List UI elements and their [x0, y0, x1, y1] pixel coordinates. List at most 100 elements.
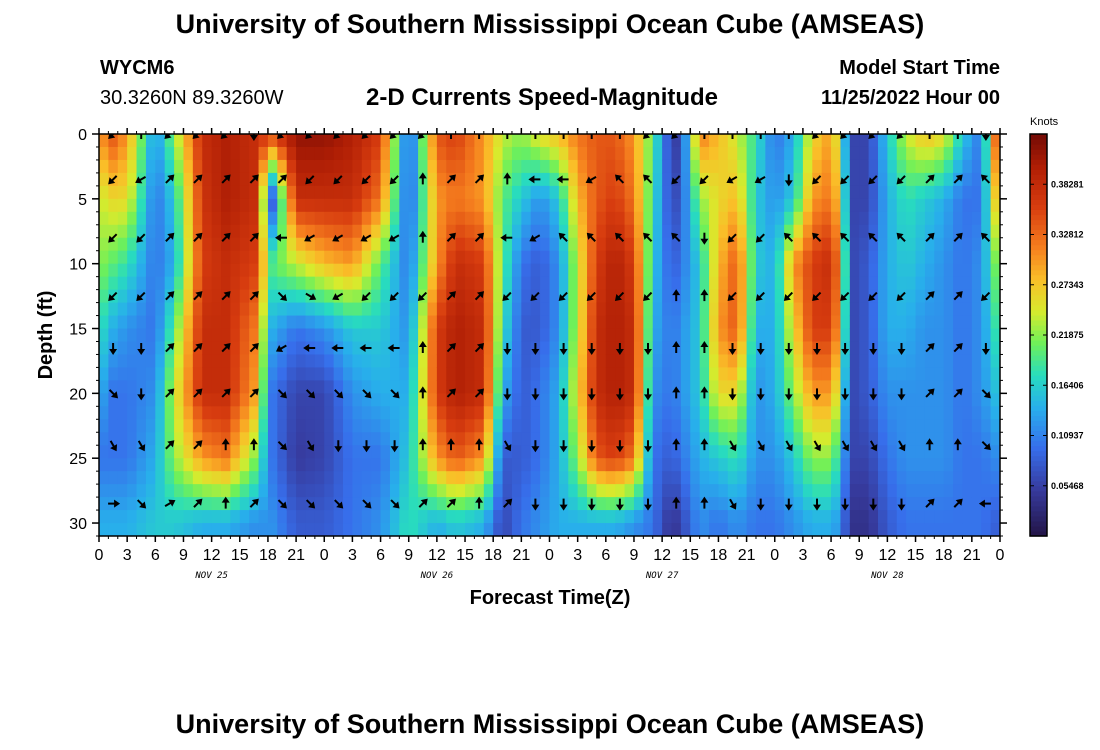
- heatmap-cell: [765, 406, 776, 420]
- heatmap-cell: [136, 458, 147, 472]
- heatmap-cell: [821, 315, 832, 330]
- heatmap-cell: [136, 250, 147, 265]
- heatmap-cell: [474, 419, 485, 433]
- heatmap-cell: [521, 471, 532, 485]
- heatmap-cell: [202, 237, 213, 252]
- heatmap-cell: [990, 484, 1000, 498]
- current-vector-arrow: [868, 232, 878, 242]
- current-vector-arrow: [109, 343, 118, 355]
- heatmap-cell: [521, 302, 532, 317]
- heatmap-cell: [981, 419, 992, 433]
- current-vector-arrow: [390, 440, 399, 453]
- heatmap-cell: [633, 198, 644, 213]
- heatmap-cell: [906, 497, 917, 511]
- heatmap-cell: [99, 432, 109, 446]
- heatmap-cell: [371, 263, 382, 278]
- heatmap-cell: [117, 393, 128, 407]
- heatmap-cell: [849, 146, 860, 161]
- heatmap-cell: [436, 250, 447, 265]
- heatmap-cell: [521, 159, 532, 174]
- heatmap-cell: [117, 224, 128, 239]
- heatmap-cell: [633, 380, 644, 394]
- heatmap-cell: [371, 159, 382, 174]
- heatmap-cell: [108, 484, 119, 498]
- current-vector-arrow: [275, 344, 287, 352]
- heatmap-cell: [108, 354, 119, 369]
- heatmap-cell: [887, 484, 898, 498]
- heatmap-cell: [652, 497, 663, 511]
- heatmap-cell: [483, 224, 494, 239]
- heatmap-cell: [361, 523, 372, 536]
- heatmap-cell: [511, 237, 522, 252]
- heatmap-cell: [371, 510, 382, 524]
- heatmap-cell: [943, 341, 954, 356]
- heatmap-cell: [821, 250, 832, 265]
- current-vector-arrow: [700, 232, 709, 245]
- heatmap-cell: [906, 419, 917, 433]
- heatmap-cell: [324, 198, 335, 213]
- x-tick-label: 18: [710, 547, 728, 564]
- heatmap-cell: [671, 134, 682, 148]
- heatmap-cell: [549, 380, 560, 394]
- heatmap-cell: [774, 185, 785, 200]
- heatmap-cell: [286, 237, 297, 252]
- heatmap-cell: [502, 263, 513, 278]
- colorbar-segment: [1030, 159, 1047, 165]
- heatmap-cell: [633, 159, 644, 174]
- heatmap-cell: [493, 432, 504, 446]
- heatmap-cell: [859, 484, 870, 498]
- heatmap-cell: [502, 276, 513, 291]
- heatmap-cell: [558, 185, 569, 200]
- heatmap-cell: [455, 134, 466, 148]
- heatmap-cell: [324, 510, 335, 524]
- heatmap-cell: [164, 185, 175, 200]
- heatmap-cell: [511, 406, 522, 420]
- heatmap-cell: [296, 510, 307, 524]
- heatmap-cell: [746, 185, 757, 200]
- heatmap-cell: [990, 380, 1000, 394]
- heatmap-cell: [671, 198, 682, 213]
- heatmap-cell: [352, 224, 363, 239]
- x-tick-label: 3: [348, 547, 357, 564]
- heatmap-cell: [399, 315, 410, 330]
- heatmap-cell: [455, 263, 466, 278]
- heatmap-cell: [258, 341, 269, 356]
- heatmap-cell: [943, 445, 954, 459]
- current-vector-arrow: [869, 343, 878, 355]
- heatmap-cell: [277, 276, 288, 291]
- heatmap-cell: [971, 354, 982, 369]
- heatmap-cell: [774, 224, 785, 239]
- heatmap-cell: [774, 471, 785, 485]
- heatmap-cell: [896, 263, 907, 278]
- heatmap-cell: [774, 445, 785, 459]
- heatmap-cell: [859, 510, 870, 524]
- heatmap-cell: [267, 380, 278, 394]
- heatmap-cell: [427, 471, 438, 485]
- current-vector-arrow: [506, 134, 509, 139]
- heatmap-cell: [868, 406, 879, 420]
- heatmap-cell: [990, 302, 1000, 317]
- current-vector-arrow: [590, 134, 593, 139]
- heatmap-cell: [521, 432, 532, 446]
- heatmap-cell: [915, 328, 926, 343]
- heatmap-cell: [643, 354, 654, 369]
- heatmap-cell: [568, 445, 579, 459]
- heatmap-cell: [249, 471, 260, 485]
- heatmap-cell: [380, 224, 391, 239]
- heatmap-cell: [802, 134, 813, 148]
- heatmap-cell: [915, 484, 926, 498]
- heatmap-cell: [258, 393, 269, 407]
- current-vector-arrow: [868, 291, 878, 302]
- heatmap-cell: [277, 406, 288, 420]
- heatmap-cell: [615, 185, 626, 200]
- heatmap-cell: [737, 445, 748, 459]
- heatmap-cell: [840, 380, 851, 394]
- heatmap-cell: [802, 328, 813, 343]
- heatmap-cell: [540, 250, 551, 265]
- heatmap-cell: [408, 354, 419, 369]
- heatmap-cell: [868, 367, 879, 381]
- heatmap-cell: [915, 237, 926, 252]
- heatmap-cell: [633, 367, 644, 381]
- heatmap-cell: [145, 263, 156, 278]
- heatmap-cell: [990, 289, 1000, 304]
